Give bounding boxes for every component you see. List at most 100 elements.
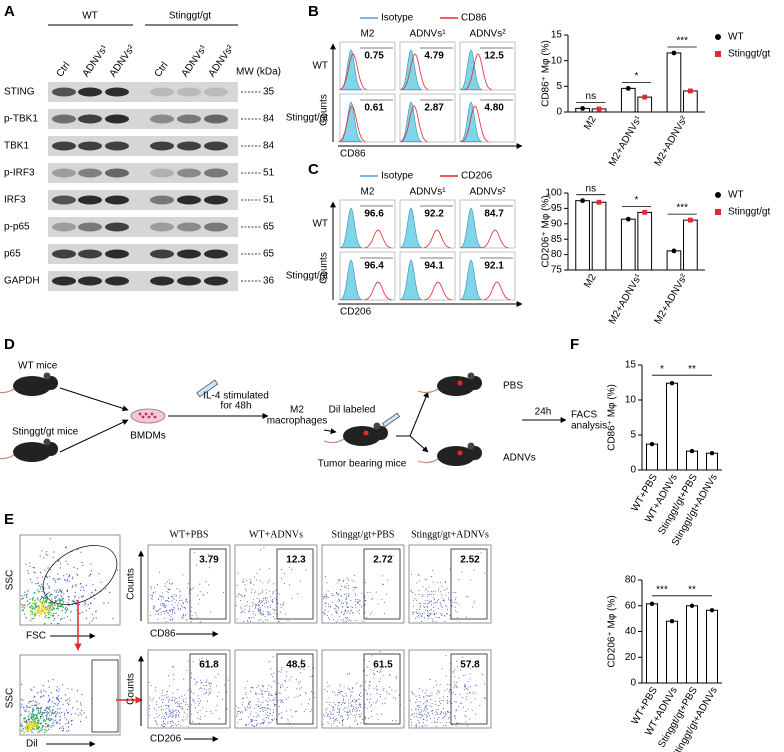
diagram-label: FACS	[571, 410, 597, 421]
event-dots	[236, 568, 291, 623]
lane-label: ADNVs²	[207, 43, 237, 79]
blot-strip	[48, 109, 238, 129]
diagram-label: M2	[290, 405, 304, 416]
significance-label: *	[635, 71, 639, 82]
event-dots	[149, 571, 204, 623]
mw-label: 65	[263, 222, 275, 233]
gate	[276, 548, 314, 620]
column-header: M2	[361, 187, 375, 198]
diagram-label: IL-4 stimulated	[203, 391, 269, 402]
blot-band	[105, 168, 129, 178]
legend-label: CD86	[461, 13, 487, 24]
blot-band	[78, 222, 102, 232]
mean-marker	[709, 608, 715, 613]
dotplot-frame	[147, 649, 231, 729]
bar	[706, 452, 718, 471]
gate-value: 96.4	[364, 261, 384, 272]
significance-label: ***	[656, 584, 668, 595]
dotplot-frame	[234, 544, 318, 624]
panel-letter: B	[308, 3, 319, 20]
cell	[153, 415, 157, 419]
gate-value: 48.5	[286, 660, 306, 671]
significance-label: *	[660, 364, 664, 375]
mean-marker	[642, 94, 648, 100]
lane-label: Ctrl	[153, 60, 171, 79]
mean-marker	[689, 448, 695, 454]
gate-value: 0.75	[364, 51, 384, 62]
mouse-tail	[0, 454, 15, 460]
diagram-label: ADNVs	[503, 453, 536, 464]
mouse-icon	[323, 422, 388, 446]
arrow	[409, 391, 429, 437]
legend-label: Stinggt/gt	[728, 49, 770, 60]
significance-label: **	[688, 584, 696, 595]
dish	[130, 408, 166, 424]
significance-label: ***	[676, 36, 688, 47]
legend-marker	[715, 192, 721, 198]
gate-value: 84.7	[484, 209, 504, 220]
blot-band	[78, 195, 102, 205]
blot-band	[52, 195, 76, 205]
cell	[144, 412, 148, 416]
mean-marker	[625, 85, 631, 91]
axis-label: CD206	[340, 307, 372, 318]
y-tick-label: 95	[551, 203, 563, 214]
gate-value: 12.3	[286, 555, 306, 566]
blot-band	[78, 249, 102, 259]
mouse-head	[44, 442, 58, 456]
axis-label: CD86	[150, 629, 176, 640]
bar	[683, 219, 698, 271]
blot-band	[105, 195, 129, 205]
blot-band	[204, 222, 228, 232]
mouse-ear	[467, 372, 475, 380]
blot-strip	[48, 136, 238, 156]
event-dots	[409, 679, 467, 728]
column-header: ADNVs²	[469, 29, 506, 40]
bar	[666, 250, 682, 271]
y-tick-label: 15	[551, 30, 563, 41]
legend-label: Stinggt/gt	[728, 207, 770, 218]
bar	[666, 382, 678, 471]
diagram-label: Tumor bearing mice	[318, 459, 407, 470]
bar	[706, 609, 718, 684]
mean-marker	[580, 198, 586, 204]
protein-label: p-TBK1	[4, 114, 38, 125]
gate-value: 57.8	[460, 660, 480, 671]
blot-band	[52, 168, 76, 178]
x-tick-label: M2+ADNVs²	[653, 114, 691, 168]
event-dots	[256, 547, 307, 615]
gate-value: 0.61	[364, 103, 384, 114]
column-header: ADNVs¹	[409, 29, 446, 40]
blot-band	[204, 114, 228, 124]
isotype-histogram	[399, 259, 423, 300]
blot-band	[52, 141, 76, 151]
diagram-label: BMDMs	[130, 431, 166, 442]
mouse-tail	[417, 388, 439, 394]
blot-band	[78, 168, 102, 178]
mouse-tail	[417, 458, 439, 464]
gate	[91, 659, 119, 733]
blot-band	[204, 276, 228, 286]
isotype-histogram	[459, 101, 483, 142]
blot-band	[177, 114, 201, 124]
mouse-icon	[417, 372, 482, 396]
y-tick-label: 75	[551, 265, 563, 276]
gate-value: 94.1	[424, 261, 444, 272]
gate	[189, 548, 227, 620]
y-tick-label: 5	[630, 430, 636, 441]
blot-band	[150, 168, 174, 178]
isotype-histogram	[459, 259, 483, 300]
column-header: Stinggt/gt+ADNVs	[411, 529, 489, 540]
event-dots	[410, 570, 467, 623]
blot-band	[150, 249, 174, 259]
y-tick-label: 80	[625, 575, 637, 586]
blot-band	[204, 141, 228, 151]
event-dots	[22, 720, 43, 733]
row-label: Stinggt/gt	[286, 113, 328, 124]
group-label: WT	[82, 11, 98, 22]
dotplot-frame	[408, 544, 492, 624]
isotype-histogram	[339, 101, 363, 142]
bar	[686, 605, 698, 684]
mw-label: 51	[263, 168, 275, 179]
